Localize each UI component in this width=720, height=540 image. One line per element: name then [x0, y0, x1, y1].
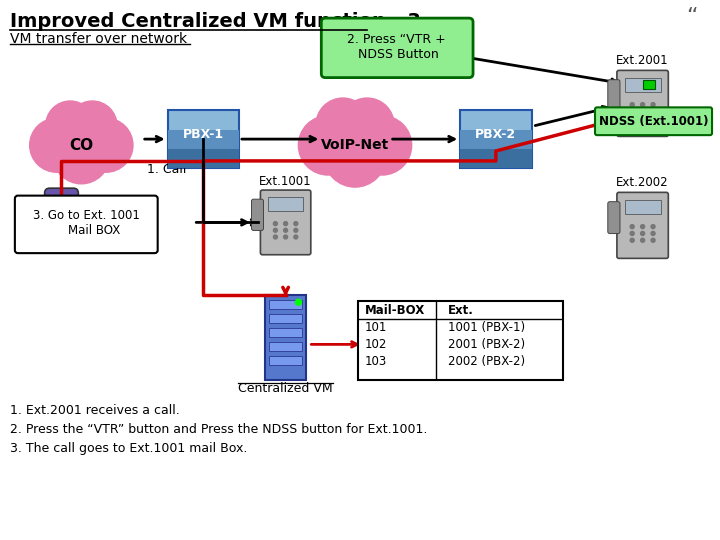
- FancyBboxPatch shape: [265, 295, 307, 380]
- FancyBboxPatch shape: [251, 199, 264, 231]
- Circle shape: [630, 225, 634, 228]
- Circle shape: [59, 209, 64, 214]
- Circle shape: [274, 228, 277, 232]
- Text: “: “: [686, 7, 698, 27]
- Text: Mail-BOX: Mail-BOX: [365, 304, 426, 317]
- Circle shape: [274, 221, 277, 226]
- Circle shape: [641, 103, 644, 106]
- Circle shape: [284, 221, 287, 226]
- Circle shape: [630, 110, 634, 113]
- Circle shape: [30, 118, 84, 172]
- Text: 2. Press the “VTR” button and Press the NDSS button for Ext.1001.: 2. Press the “VTR” button and Press the …: [10, 423, 427, 436]
- Circle shape: [53, 127, 109, 184]
- Text: 101: 101: [365, 321, 387, 334]
- FancyBboxPatch shape: [624, 78, 661, 92]
- Circle shape: [294, 235, 298, 239]
- Circle shape: [641, 232, 644, 235]
- FancyBboxPatch shape: [460, 130, 531, 148]
- Text: VoIP-Net: VoIP-Net: [321, 138, 389, 152]
- FancyBboxPatch shape: [617, 192, 668, 258]
- FancyBboxPatch shape: [269, 356, 302, 364]
- Circle shape: [641, 110, 644, 113]
- Text: PBX-1: PBX-1: [183, 128, 224, 141]
- FancyBboxPatch shape: [268, 197, 303, 211]
- Circle shape: [284, 228, 287, 232]
- Circle shape: [651, 110, 655, 113]
- Text: 2002 (PBX-2): 2002 (PBX-2): [449, 355, 526, 368]
- FancyBboxPatch shape: [269, 300, 302, 309]
- FancyBboxPatch shape: [168, 130, 239, 148]
- FancyBboxPatch shape: [269, 328, 302, 337]
- Circle shape: [59, 217, 64, 222]
- Text: 2. Press “VTR +
 NDSS Button: 2. Press “VTR + NDSS Button: [347, 33, 446, 61]
- Text: Ext.2002: Ext.2002: [616, 176, 669, 188]
- FancyBboxPatch shape: [608, 201, 620, 234]
- Text: Ext.2001: Ext.2001: [616, 53, 669, 67]
- Circle shape: [294, 228, 298, 232]
- Circle shape: [651, 238, 655, 242]
- Text: VM transfer over network: VM transfer over network: [10, 32, 187, 46]
- Text: 3. Go to Ext. 1001
    Mail BOX: 3. Go to Ext. 1001 Mail BOX: [33, 210, 140, 238]
- FancyBboxPatch shape: [624, 200, 661, 214]
- Text: 1. Call: 1. Call: [147, 163, 186, 176]
- Text: 3. The call goes to Ext.1001 mail Box.: 3. The call goes to Ext.1001 mail Box.: [10, 442, 247, 455]
- Circle shape: [59, 225, 64, 230]
- FancyBboxPatch shape: [15, 195, 158, 253]
- Circle shape: [68, 101, 117, 150]
- Circle shape: [45, 101, 95, 150]
- Circle shape: [630, 116, 634, 120]
- Circle shape: [340, 98, 394, 152]
- Text: 2001 (PBX-2): 2001 (PBX-2): [449, 338, 526, 351]
- FancyBboxPatch shape: [460, 148, 531, 168]
- Circle shape: [651, 116, 655, 120]
- Circle shape: [79, 118, 133, 172]
- Circle shape: [316, 98, 370, 152]
- FancyBboxPatch shape: [608, 80, 620, 112]
- FancyBboxPatch shape: [261, 190, 311, 255]
- Circle shape: [641, 238, 644, 242]
- FancyBboxPatch shape: [168, 110, 239, 168]
- FancyBboxPatch shape: [269, 342, 302, 351]
- Circle shape: [352, 116, 412, 175]
- FancyBboxPatch shape: [644, 80, 655, 90]
- Circle shape: [294, 221, 298, 226]
- Circle shape: [324, 125, 386, 187]
- Text: 1. Ext.2001 receives a call.: 1. Ext.2001 receives a call.: [10, 404, 180, 417]
- Circle shape: [651, 225, 655, 228]
- FancyBboxPatch shape: [168, 148, 239, 168]
- Text: CO: CO: [69, 138, 94, 152]
- FancyBboxPatch shape: [460, 110, 531, 168]
- Text: 103: 103: [365, 355, 387, 368]
- Circle shape: [284, 235, 287, 239]
- Circle shape: [641, 116, 644, 120]
- Circle shape: [318, 104, 392, 178]
- Circle shape: [295, 299, 302, 305]
- FancyBboxPatch shape: [358, 301, 563, 380]
- FancyBboxPatch shape: [321, 18, 473, 78]
- FancyBboxPatch shape: [269, 314, 302, 323]
- Text: Improved Centralized VM function - 3: Improved Centralized VM function - 3: [10, 12, 420, 31]
- Circle shape: [651, 103, 655, 106]
- FancyBboxPatch shape: [595, 107, 712, 135]
- Text: Centralized VM: Centralized VM: [238, 382, 333, 395]
- Circle shape: [630, 103, 634, 106]
- Circle shape: [630, 232, 634, 235]
- Circle shape: [651, 232, 655, 235]
- FancyBboxPatch shape: [45, 188, 78, 253]
- Circle shape: [59, 201, 64, 206]
- Circle shape: [298, 116, 358, 175]
- Text: PBX-2: PBX-2: [475, 128, 516, 141]
- Circle shape: [641, 225, 644, 228]
- Circle shape: [274, 235, 277, 239]
- Text: 1001 (PBX-1): 1001 (PBX-1): [449, 321, 526, 334]
- Text: Ext.1001: Ext.1001: [259, 174, 312, 188]
- Circle shape: [630, 238, 634, 242]
- Text: Ext.: Ext.: [449, 304, 474, 317]
- Text: 102: 102: [365, 338, 387, 351]
- FancyBboxPatch shape: [617, 70, 668, 137]
- Text: NDSS (Ext.1001): NDSS (Ext.1001): [599, 114, 708, 128]
- Circle shape: [48, 107, 115, 175]
